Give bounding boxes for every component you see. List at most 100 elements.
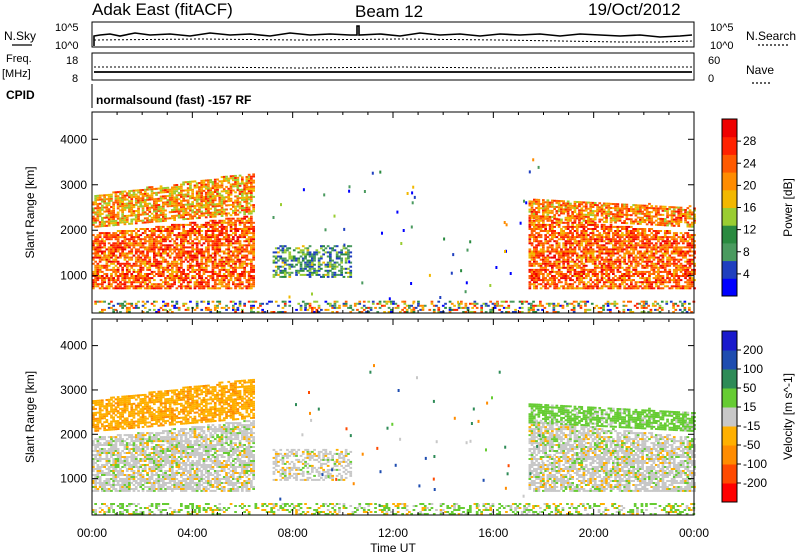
scatter-cell xyxy=(213,215,217,218)
scatter-cell xyxy=(596,240,599,243)
scatter-cell xyxy=(204,250,208,253)
scatter-cell xyxy=(189,264,192,267)
scatter-cell xyxy=(315,269,319,272)
scatter-cell xyxy=(643,252,647,255)
scatter-cell xyxy=(182,279,185,282)
scatter-cell xyxy=(141,260,145,263)
scatter-cell xyxy=(548,246,552,249)
scatter-cell xyxy=(537,273,541,275)
scatter-cell xyxy=(295,247,298,250)
scatter-cell xyxy=(616,256,620,259)
scatter-cell xyxy=(621,256,624,259)
scatter-cell xyxy=(308,273,312,276)
scatter-cell xyxy=(139,250,143,253)
scatter-cell xyxy=(596,277,599,280)
scatter-cell xyxy=(308,255,312,258)
scatter-cell xyxy=(153,283,156,286)
scatter-cell xyxy=(539,254,543,257)
scatter-cell xyxy=(245,180,249,183)
scatter-cell xyxy=(542,201,545,204)
scatter-cell xyxy=(164,201,167,204)
scatter-cell xyxy=(614,279,617,282)
scatter-cell xyxy=(153,208,156,211)
scatter-cell xyxy=(98,232,102,235)
scatter-cell xyxy=(551,266,554,269)
scatter-cell xyxy=(566,285,570,288)
scatter-cell xyxy=(530,279,534,282)
scatter-cell xyxy=(123,204,127,207)
scatter-cell xyxy=(225,225,228,228)
scatter-cell xyxy=(125,285,129,288)
scatter-cell xyxy=(213,221,217,224)
scatter-cell xyxy=(623,258,626,261)
scatter-cell xyxy=(573,236,577,239)
scatter-cell xyxy=(159,220,163,223)
scatter-cell xyxy=(544,258,547,261)
scatter-cell xyxy=(134,287,138,290)
scatter-cell xyxy=(605,206,608,209)
scatter-cell xyxy=(157,197,161,200)
scatter-cell xyxy=(195,250,199,253)
scatter-cell xyxy=(114,258,118,261)
scatter-cell xyxy=(313,267,316,270)
scatter-cell xyxy=(657,287,660,290)
scatter-cell xyxy=(691,262,694,265)
scatter-cell xyxy=(605,214,608,217)
scatter-cell xyxy=(155,225,158,228)
scatter-cell xyxy=(207,254,210,257)
scatter-cell xyxy=(630,287,633,290)
scatter-cell xyxy=(250,212,253,215)
scatter-cell xyxy=(146,194,149,197)
scatter-cell xyxy=(654,236,658,239)
scatter-cell xyxy=(92,283,95,286)
scatter-cell xyxy=(641,244,644,247)
scatter-cell xyxy=(134,210,138,212)
scatter-cell xyxy=(202,200,206,203)
scatter-cell xyxy=(645,260,649,263)
scatter-cell xyxy=(663,264,667,267)
scatter-cell xyxy=(236,197,240,200)
scatter-cell xyxy=(207,181,210,184)
scatter-cell xyxy=(632,212,635,215)
scatter-cell xyxy=(602,216,606,219)
scatter-cell xyxy=(593,250,597,253)
scatter-cell xyxy=(184,209,188,212)
scatter-cell xyxy=(125,246,129,249)
scatter-cell xyxy=(182,285,185,288)
scatter-cell xyxy=(686,244,690,247)
scatter-cell xyxy=(320,257,323,260)
scatter-cell xyxy=(110,236,113,239)
scatter-cell xyxy=(189,287,192,290)
scatter-cell xyxy=(661,281,665,284)
scatter-cell xyxy=(530,264,534,267)
scatter-cell xyxy=(236,219,240,222)
scatter-cell xyxy=(153,244,156,247)
scatter-cell xyxy=(575,240,579,243)
scatter-cell xyxy=(623,248,626,251)
scatter-cell xyxy=(182,183,185,186)
scatter-cell xyxy=(157,240,161,243)
scatter-cell xyxy=(632,279,635,282)
scatter-cell xyxy=(602,240,606,243)
scatter-cell xyxy=(621,215,624,218)
scatter-cell xyxy=(220,221,224,224)
scatter-cell xyxy=(560,212,563,215)
scatter-cell xyxy=(213,262,217,265)
scatter-cell xyxy=(173,234,176,237)
scatter-cell xyxy=(566,270,570,273)
scatter-cell xyxy=(130,242,134,245)
scatter-cell xyxy=(575,230,579,232)
scatter-cell xyxy=(580,236,584,239)
scatter-cell xyxy=(132,246,136,249)
scatter-cell xyxy=(200,268,204,271)
scatter-cell xyxy=(560,260,563,263)
scatter-cell xyxy=(693,268,696,271)
scatter-cell xyxy=(232,266,235,269)
scatter-cell xyxy=(218,273,222,275)
scatter-cell xyxy=(200,223,204,226)
scatter-cell xyxy=(686,252,690,255)
scatter-cell xyxy=(132,195,136,198)
scatter-cell xyxy=(553,214,556,217)
scatter-cell xyxy=(177,254,181,257)
scatter-cell xyxy=(159,191,163,194)
